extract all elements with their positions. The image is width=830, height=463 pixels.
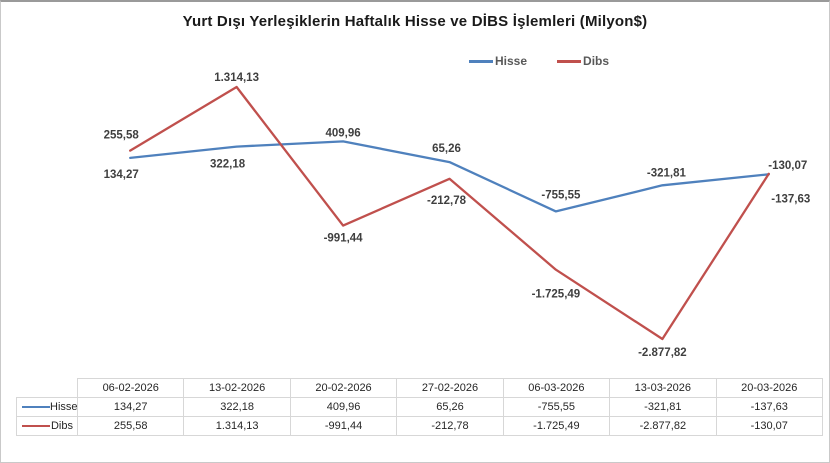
- hisse-key-swatch-icon: [22, 405, 50, 409]
- table-value-cell: -212,78: [396, 416, 504, 436]
- table-header-row: 06-02-2026 13-02-2026 20-02-2026 27-02-2026…: [16, 378, 823, 398]
- hisse-data-label: 322,18: [210, 159, 246, 171]
- hisse-data-label: -137,63: [771, 193, 810, 205]
- table-row-label-dibs: Dibs: [16, 416, 78, 436]
- table-date-header: 13-03-2026: [609, 378, 717, 398]
- hisse-data-label: -755,55: [541, 189, 581, 201]
- table-date-header: 13-02-2026: [183, 378, 291, 398]
- dibs-data-label: -991,44: [324, 233, 364, 245]
- legend-item-dibs: Dibs: [557, 54, 609, 68]
- table-value-cell: -1.725,49: [502, 416, 611, 436]
- table-value-cell: 322,18: [183, 397, 291, 417]
- series-name: Dibs: [50, 420, 73, 432]
- dibs-data-label: 255,58: [104, 130, 140, 142]
- table-date-header: 06-02-2026: [76, 378, 185, 398]
- data-table: 06-02-2026 13-02-2026 20-02-2026 27-02-2026…: [16, 378, 823, 436]
- table-value-cell: -991,44: [289, 416, 398, 436]
- dibs-data-label: -2.877,82: [638, 347, 687, 359]
- table-value-cell: -755,55: [502, 397, 611, 417]
- hisse-data-label: 409,96: [326, 127, 361, 139]
- table-value-cell: 255,58: [76, 416, 185, 436]
- table-value-cell: -137,63: [715, 397, 823, 417]
- table-row: Dibs 255,58 1.314,13 -991,44 -212,78 -1.725,4…: [16, 416, 823, 436]
- table-value-cell: 1.314,13: [183, 416, 291, 436]
- table-value-cell: -321,81: [609, 397, 717, 417]
- legend-label-hisse: Hisse: [495, 54, 528, 68]
- table-row-label-hisse: Hisse: [16, 397, 78, 417]
- table-corner-cell: [16, 378, 78, 398]
- hisse-data-label: 65,26: [432, 143, 461, 155]
- table-value-cell: -130,07: [715, 416, 823, 436]
- hisse-data-label: -321,81: [647, 167, 687, 179]
- dibs-data-label: -130,07: [768, 160, 807, 172]
- hisse-series-line: [129, 140, 770, 213]
- dibs-data-label: -1.725,49: [532, 289, 581, 301]
- dibs-series-line: [129, 85, 770, 341]
- series-name: Hisse: [50, 401, 78, 413]
- legend-item-hisse: Hisse: [469, 54, 527, 68]
- table-value-cell: 409,96: [289, 397, 398, 417]
- table-date-header: 27-02-2026: [396, 378, 504, 398]
- hisse-line-swatch-icon: [469, 59, 493, 63]
- table-date-header: 20-03-2026: [715, 378, 823, 398]
- table-date-header: 06-03-2026: [502, 378, 611, 398]
- table-value-cell: 134,27: [76, 397, 185, 417]
- table-row: Hisse 134,27 322,18 409,96 65,26 -755,55 -321,…: [16, 397, 823, 417]
- table-value-cell: 65,26: [396, 397, 504, 417]
- dibs-line-swatch-icon: [557, 59, 582, 63]
- chart-legend: Hisse Dibs: [469, 54, 609, 68]
- dibs-data-label: -212,78: [427, 195, 467, 207]
- dibs-data-label: 1.314,13: [214, 72, 259, 84]
- legend-label-dibs: Dibs: [583, 54, 610, 68]
- line-chart-plot-area: 134,27 322,18 409,96 65,26 -755,55 -321,81 -13…: [104, 72, 811, 359]
- table-value-cell: -2.877,82: [609, 416, 717, 436]
- table-date-header: 20-02-2026: [289, 378, 398, 398]
- dibs-key-swatch-icon: [22, 424, 50, 428]
- hisse-data-label: 134,27: [104, 169, 139, 181]
- chart-title: Yurt Dışı Yerleşiklerin Haftalık Hisse v…: [182, 13, 648, 30]
